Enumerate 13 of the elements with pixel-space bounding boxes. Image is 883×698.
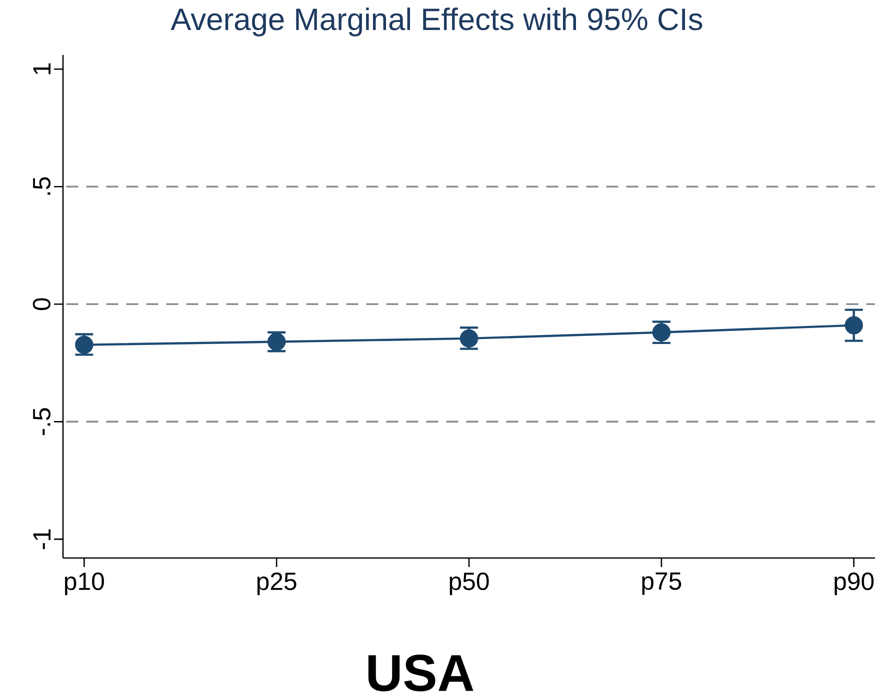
point xyxy=(844,316,863,334)
y-tick-label: -.5 xyxy=(33,408,50,436)
y-tick-label: -1 xyxy=(33,529,50,550)
y-tick-label: 0 xyxy=(32,298,50,310)
x-axis-title: USA xyxy=(368,654,474,692)
x-tick-label: p50 xyxy=(450,572,489,596)
x-tick-label: p25 xyxy=(257,572,296,596)
x-tick-label: p75 xyxy=(642,572,682,595)
x-tick-label: p90 xyxy=(834,572,874,596)
x-tick-label: p10 xyxy=(64,572,104,596)
chart-title: Average Marginal Effects with 95% CIs xyxy=(170,8,702,36)
y-tick-label: 1 xyxy=(33,63,50,74)
y-tick-label: .5 xyxy=(33,177,50,195)
